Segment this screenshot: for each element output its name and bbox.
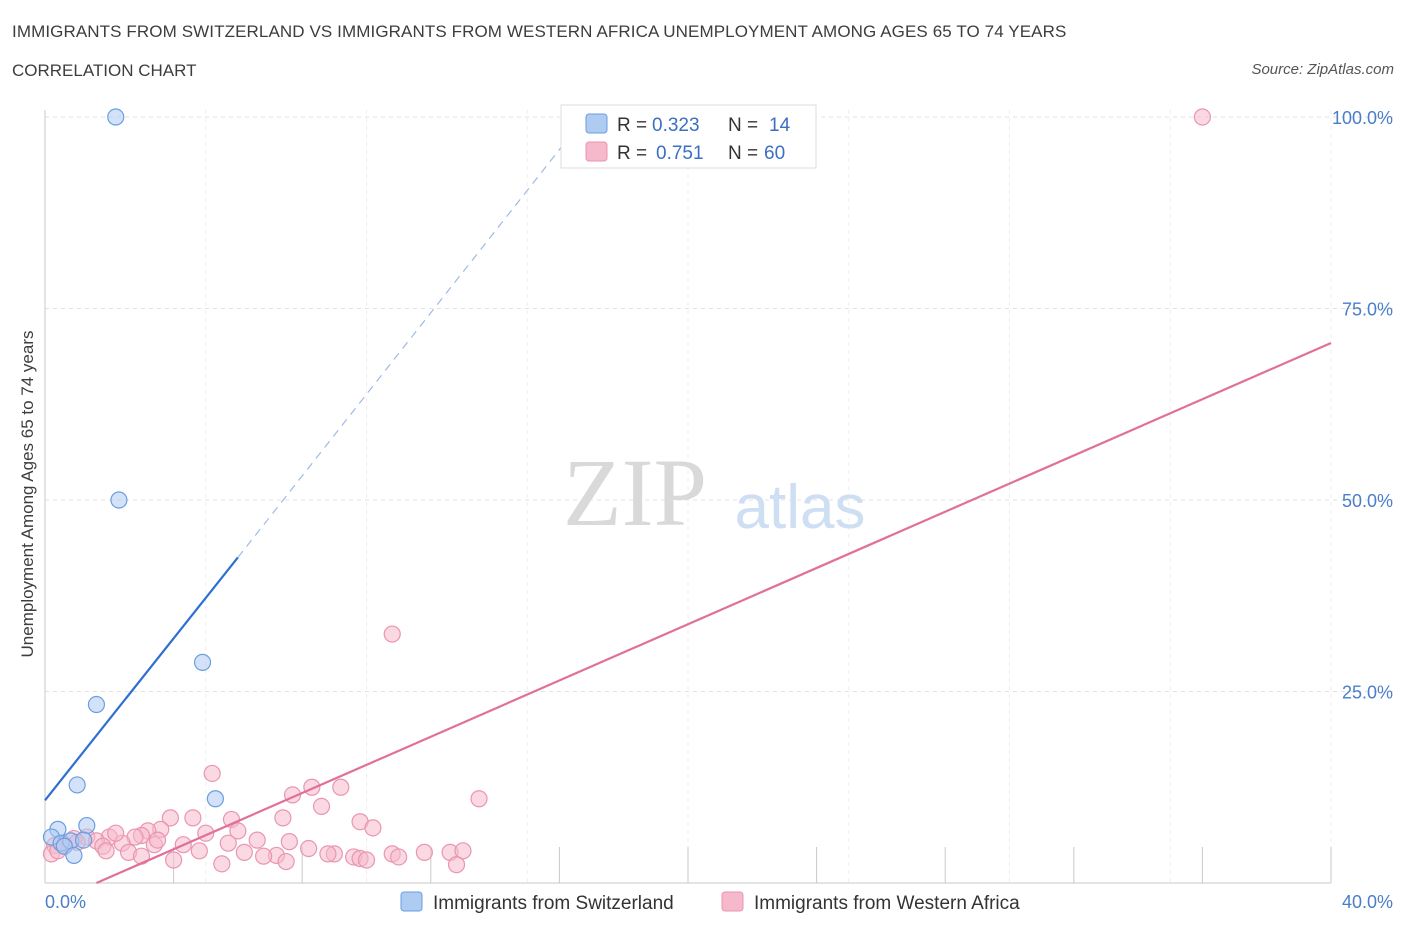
western-africa-point-4: [332, 778, 350, 796]
western-africa-point-24: [248, 831, 266, 849]
y-tick-label-75: 75.0%: [1342, 300, 1393, 320]
western-africa-point-10: [161, 809, 179, 827]
bottom-legend-swatch-western-africa: [721, 891, 744, 912]
western-africa-point-13: [364, 819, 382, 837]
watermark-zip: ZIP: [563, 439, 707, 546]
bottom-legend-swatch-switzerland: [400, 891, 423, 912]
switzerland-point-4: [206, 790, 224, 808]
legend-n-label-switzerland: N =: [728, 115, 758, 136]
chart-subtitle: CORRELATION CHART: [12, 61, 197, 80]
switzerland-point-0: [107, 108, 125, 126]
western-africa-trendline: [95, 341, 1332, 885]
western-africa-points: [42, 108, 1212, 874]
correlation-legend: R = 0.323 N = 14 R = 0.751 N = 60: [560, 104, 817, 169]
bottom-legend-label-western-africa: Immigrants from Western Africa: [754, 893, 1020, 914]
western-africa-point-55: [213, 855, 231, 873]
legend-n-value-switzerland: 14: [769, 115, 791, 136]
y-tick-label-25: 25.0%: [1342, 683, 1393, 703]
legend-swatch-western-africa: [585, 141, 608, 162]
switzerland-points: [42, 108, 224, 865]
chart-title: IMMIGRANTS FROM SWITZERLAND VS IMMIGRANT…: [12, 22, 1067, 41]
trendlines: [44, 116, 1332, 885]
source-credit: Source: ZipAtlas.com: [1251, 61, 1394, 78]
western-africa-point-2: [203, 764, 221, 783]
legend-n-value-western-africa: 60: [764, 143, 785, 164]
switzerland-trendline-extension: [237, 116, 586, 558]
series-legend: Immigrants from Switzerland Immigrants f…: [400, 891, 1020, 914]
western-africa-point-8: [184, 809, 202, 827]
western-africa-point-6: [470, 790, 488, 808]
western-africa-point-42: [454, 842, 472, 860]
western-africa-point-54: [148, 831, 167, 849]
western-africa-point-37: [235, 843, 253, 861]
western-africa-point-0: [1193, 108, 1212, 126]
western-africa-point-49: [390, 848, 408, 866]
western-africa-point-9: [274, 809, 292, 827]
bottom-legend-label-switzerland: Immigrants from Switzerland: [433, 893, 674, 914]
legend-swatch-switzerland: [585, 113, 608, 134]
western-africa-point-57: [277, 852, 295, 871]
western-africa-point-40: [415, 843, 433, 861]
legend-r-label-western-africa: R =: [617, 143, 647, 164]
western-africa-point-26: [219, 834, 237, 852]
western-africa-point-59: [165, 851, 183, 869]
western-africa-point-7: [312, 797, 331, 816]
switzerland-point-13: [65, 846, 83, 865]
western-africa-point-58: [357, 851, 376, 869]
western-africa-point-33: [300, 839, 318, 858]
western-africa-point-47: [319, 845, 337, 863]
watermark-atlas: atlas: [735, 473, 866, 542]
y-tick-labels: 25.0% 50.0% 75.0% 100.0%: [1332, 108, 1393, 703]
western-africa-point-16: [229, 822, 247, 840]
switzerland-point-3: [87, 695, 106, 714]
western-africa-point-36: [97, 842, 115, 860]
switzerland-point-1: [110, 491, 128, 509]
x-tick-label-min: 0.0%: [45, 892, 86, 912]
legend-r-label-switzerland: R =: [617, 115, 647, 136]
switzerland-point-2: [193, 653, 212, 671]
western-africa-point-46: [255, 847, 273, 865]
y-axis-label: Unemployment Among Ages 65 to 74 years: [18, 331, 37, 658]
legend-r-value-switzerland: 0.323: [652, 115, 700, 136]
legend-r-value-western-africa: 0.751: [656, 143, 704, 164]
switzerland-point-11: [74, 831, 93, 849]
x-tick-label-max: 40.0%: [1342, 892, 1393, 912]
western-africa-point-34: [190, 842, 208, 860]
switzerland-trendline: [44, 556, 239, 801]
western-africa-point-53: [107, 824, 125, 842]
y-tick-label-100: 100.0%: [1332, 108, 1393, 128]
switzerland-point-6: [78, 816, 96, 835]
legend-n-label-western-africa: N =: [728, 143, 758, 164]
switzerland-point-5: [68, 776, 86, 794]
gridlines: [44, 110, 1393, 883]
western-africa-point-56: [447, 856, 466, 874]
y-tick-label-50: 50.0%: [1342, 491, 1393, 511]
western-africa-point-25: [280, 833, 298, 851]
western-africa-point-1: [383, 625, 401, 643]
